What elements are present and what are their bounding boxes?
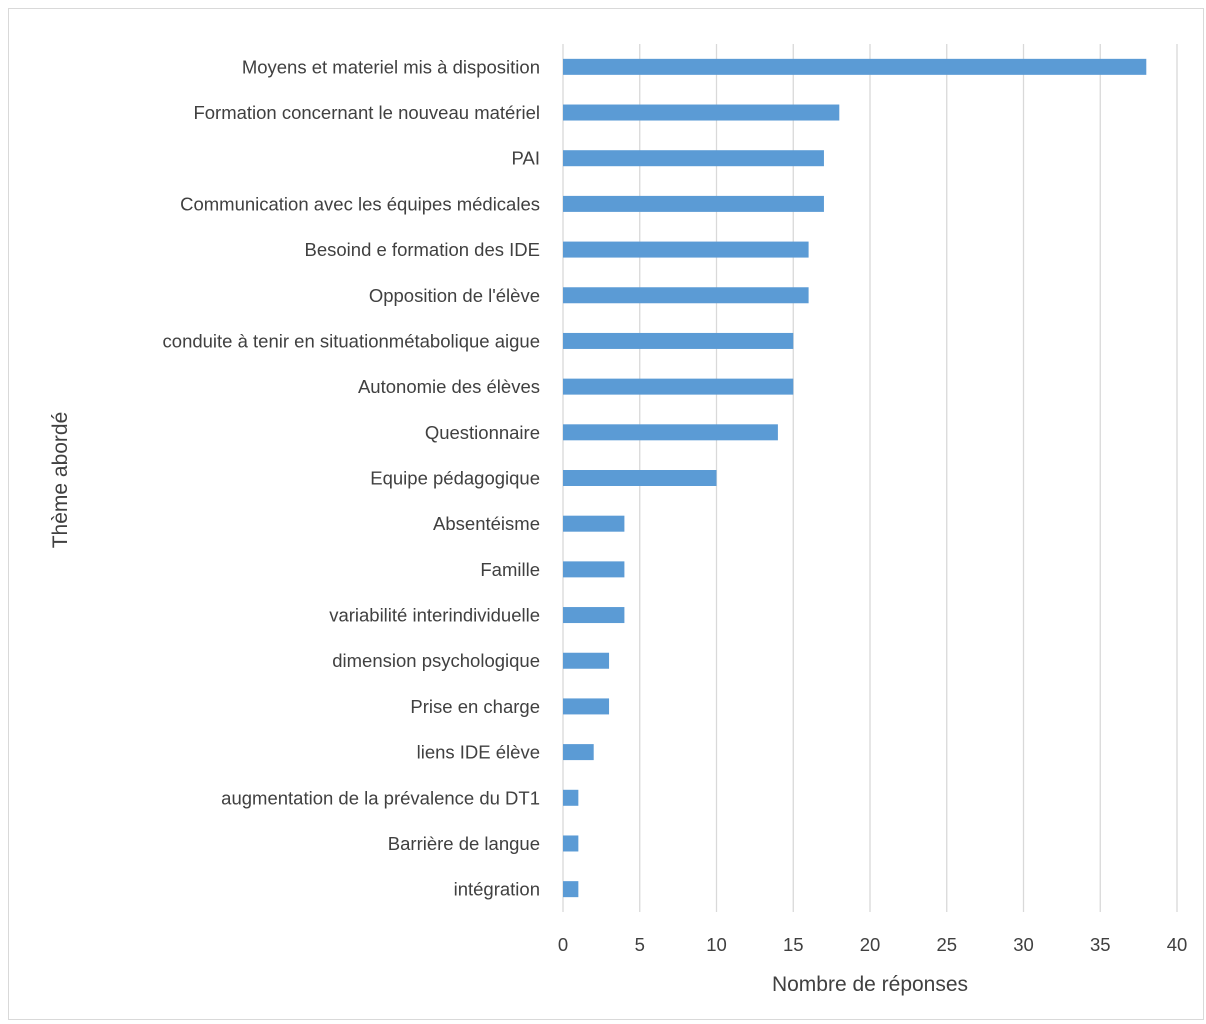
x-tick-label: 15 — [783, 934, 804, 955]
gridlines — [562, 44, 1178, 912]
bar — [563, 881, 579, 898]
category-label: PAI — [512, 148, 540, 169]
bar — [563, 470, 717, 486]
bar — [563, 424, 778, 441]
category-label: Equipe pédagogique — [370, 468, 540, 489]
category-label: Autonomie des élèves — [358, 376, 540, 397]
bar — [563, 150, 824, 167]
x-axis-title: Nombre de réponses — [772, 973, 968, 996]
category-label: Questionnaire — [425, 422, 540, 443]
bar — [563, 378, 794, 395]
category-label: Barrière de langue — [388, 833, 540, 854]
category-label: Opposition de l'élève — [369, 285, 540, 306]
bar — [563, 241, 809, 258]
bar — [563, 835, 579, 852]
category-label: Communication avec les équipes médicales — [180, 193, 540, 214]
bar — [563, 332, 794, 349]
category-label: Besoind e formation des IDE — [305, 239, 541, 260]
bar — [563, 515, 625, 532]
x-tick-label: 30 — [1013, 934, 1034, 955]
bar — [563, 561, 625, 578]
bar — [563, 744, 594, 761]
category-label: Moyens et materiel mis à disposition — [242, 56, 540, 77]
x-tick-label: 40 — [1167, 934, 1188, 955]
bar — [563, 104, 840, 121]
category-label: intégration — [454, 879, 540, 900]
chart-frame — [8, 8, 1204, 1020]
category-label: dimension psychologique — [332, 650, 540, 671]
category-label: augmentation de la prévalence du DT1 — [221, 787, 540, 808]
category-label: liens IDE élève — [417, 742, 540, 763]
bar — [563, 287, 809, 304]
category-label: Prise en charge — [410, 696, 540, 717]
category-label: conduite à tenir en situationmétabolique… — [163, 330, 540, 351]
bar — [563, 58, 1147, 75]
y-axis-title: Thème abordé — [49, 412, 72, 549]
category-label: Famille — [480, 559, 540, 580]
category-label: Formation concernant le nouveau matériel — [193, 102, 540, 123]
bars — [563, 58, 1147, 898]
bar — [563, 789, 579, 806]
bar — [563, 698, 610, 715]
x-tick-label: 25 — [936, 934, 957, 955]
x-tick-label: 10 — [706, 934, 727, 955]
x-tick-label: 0 — [558, 934, 568, 955]
category-labels: Moyens et materiel mis à disposition Form… — [163, 56, 540, 899]
x-tick-label: 5 — [635, 934, 645, 955]
x-tick-labels: 0 5 10 15 20 25 30 35 40 — [558, 934, 1187, 955]
category-label: variabilité interindividuelle — [329, 605, 540, 626]
category-label: Absentéisme — [433, 513, 540, 534]
x-tick-label: 35 — [1090, 934, 1111, 955]
bar — [563, 607, 625, 624]
bar — [563, 195, 824, 212]
x-tick-label: 20 — [860, 934, 881, 955]
bar — [563, 652, 610, 669]
